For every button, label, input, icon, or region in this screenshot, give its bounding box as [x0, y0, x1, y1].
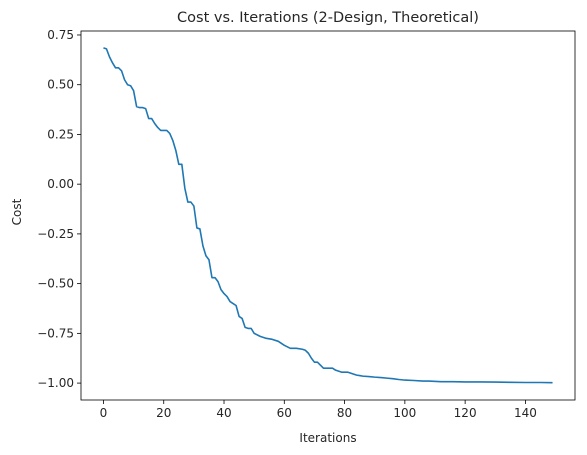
x-tick-label: 100: [393, 406, 416, 420]
y-tick-label: 0.50: [47, 78, 74, 92]
x-tick-label: 140: [514, 406, 537, 420]
y-tick-label: 0.25: [47, 127, 74, 141]
y-tick-label: −0.75: [37, 326, 74, 340]
y-axis: −1.00 −0.75 −0.50 −0.25 0.00 0.25 0.50 0.75: [37, 28, 81, 390]
x-axis: 0 20 40 60 80 100 120 140: [100, 400, 537, 420]
x-tick-label: 20: [156, 406, 171, 420]
y-tick-label: −0.50: [37, 277, 74, 291]
y-tick-label: 0.75: [47, 28, 74, 42]
x-tick-label: 60: [277, 406, 292, 420]
x-tick-label: 120: [454, 406, 477, 420]
y-axis-label: Cost: [10, 198, 24, 225]
y-tick-label: −1.00: [37, 376, 74, 390]
x-tick-label: 40: [216, 406, 231, 420]
cost-series-line: [103, 47, 553, 384]
plot-frame: [80, 30, 576, 401]
plot-area: [80, 30, 576, 401]
y-tick-label: −0.25: [37, 227, 74, 241]
chart-title: Cost vs. Iterations (2-Design, Theoretic…: [177, 10, 479, 26]
y-tick-label: 0.00: [47, 177, 74, 191]
x-tick-label: 0: [100, 406, 108, 420]
x-tick-label: 80: [337, 406, 352, 420]
x-axis-label: Iterations: [299, 431, 356, 445]
